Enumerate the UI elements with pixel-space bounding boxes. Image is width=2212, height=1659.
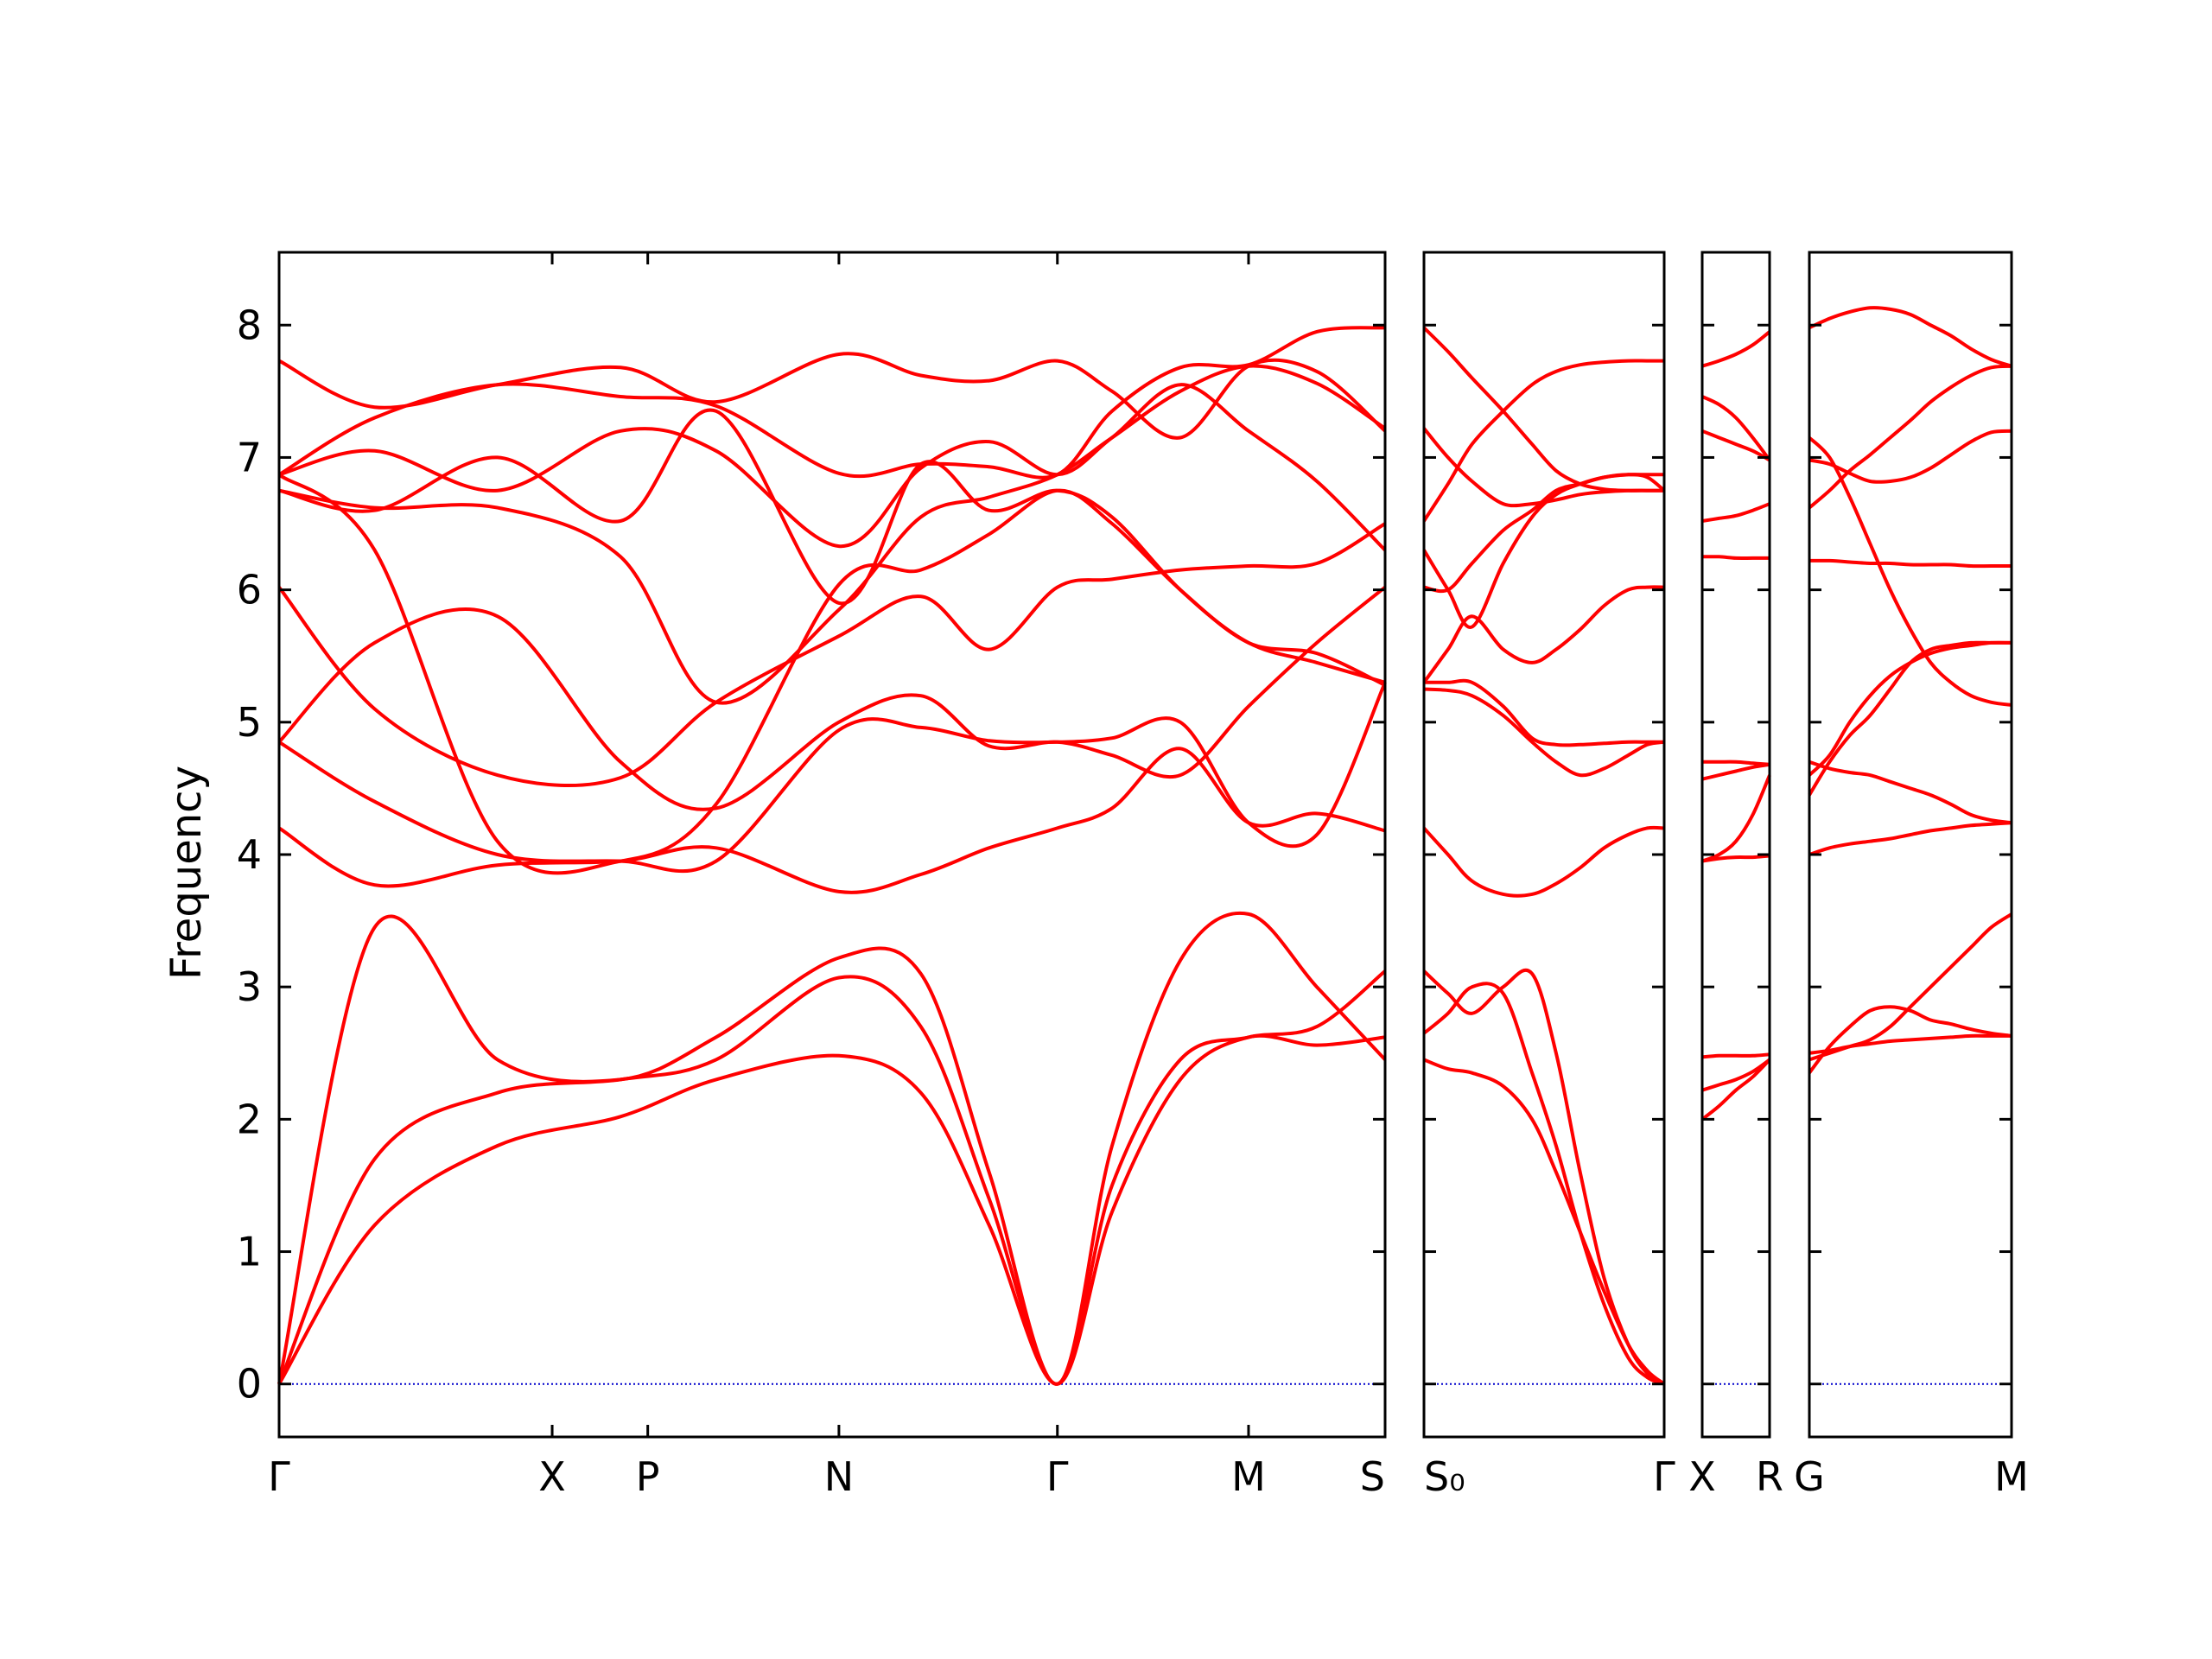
band-line-1 (277, 911, 1387, 1386)
band-line-11 (1701, 395, 1771, 461)
band-line-10 (1808, 429, 2012, 484)
y-tick-label: 8 (237, 302, 262, 348)
band-line-10 (1422, 359, 1664, 523)
x-tick-label: M (1994, 1453, 2029, 1500)
band-line-2 (1701, 1058, 1771, 1092)
band-line-4 (1808, 821, 2012, 856)
band-line-4 (277, 747, 1386, 894)
y-tick-label: 5 (237, 699, 262, 746)
band-line-4 (1701, 854, 1770, 863)
panel-frame (277, 251, 1387, 1439)
band-line-5 (1423, 687, 1665, 778)
band-line-8 (1701, 555, 1770, 560)
x-tick-label: S (1360, 1453, 1385, 1500)
band-line-6 (1701, 762, 1770, 781)
band-line-6 (1424, 678, 1664, 747)
y-tick-label: 2 (237, 1096, 262, 1142)
x-tick-label: X (538, 1453, 566, 1500)
x-tick-label: G (1794, 1453, 1825, 1500)
x-tick-label: X (1688, 1453, 1716, 1500)
panel-2: S₀ Γ (1422, 251, 1675, 1500)
band-line-1 (1700, 1058, 1771, 1121)
y-axis: 0 1 2 3 4 5 6 7 8 (237, 302, 262, 1407)
band-line-12 (1808, 306, 2012, 368)
x-tick-label: R (1756, 1453, 1783, 1500)
band-line-7 (277, 522, 1387, 788)
band-line-9 (1701, 502, 1770, 523)
band-line-11 (1808, 364, 2012, 510)
band-line-1 (1808, 1005, 2012, 1074)
band-line-12 (1422, 326, 1664, 493)
y-tick-label: 4 (237, 831, 262, 878)
band-line-2 (1422, 982, 1665, 1386)
band-line-3 (1808, 1033, 2012, 1055)
band-line-9 (1422, 473, 1666, 629)
band-line-3 (1701, 1052, 1770, 1059)
band-line-10 (278, 364, 1387, 705)
x-tick-label: P (636, 1453, 660, 1500)
band-line-13 (278, 352, 1387, 440)
band-line-6 (277, 586, 1387, 811)
y-tick-label: 7 (237, 434, 262, 480)
band-line-3 (1422, 968, 1666, 1386)
x-tick-label: Γ (1046, 1453, 1069, 1500)
band-line-12 (1701, 330, 1771, 368)
y-tick-label: 3 (237, 963, 262, 1010)
x-tick-label: Γ (268, 1453, 290, 1500)
band-line-7 (1808, 640, 2012, 797)
band-line-5 (277, 681, 1387, 874)
y-axis-label: Frequency (162, 766, 211, 980)
band-line-3 (277, 1033, 1386, 1386)
panel-frame (1808, 251, 2013, 1439)
band-line-2 (277, 969, 1387, 1386)
band-line-4 (1422, 825, 1665, 898)
x-tick-label: N (824, 1453, 854, 1500)
panel-frame (1700, 251, 1771, 1439)
panels-group: Γ X P N Γ M S S₀ Γ X R G M (268, 251, 2029, 1500)
x-tick-label: S₀ (1424, 1453, 1465, 1500)
y-tick-label: 6 (237, 567, 262, 613)
band-line-9 (1808, 436, 2012, 707)
band-line-5 (1808, 760, 2012, 825)
panel-frame (1422, 251, 1666, 1439)
x-tick-label: M (1231, 1453, 1266, 1500)
band-line-10 (1701, 429, 1770, 462)
band-line-11 (278, 383, 1387, 552)
band-line-8 (1808, 558, 2012, 569)
band-line-5 (1701, 774, 1771, 863)
band-line-7 (1702, 760, 1770, 766)
y-tick-label: 1 (237, 1229, 262, 1275)
y-tick-label: 0 (237, 1361, 262, 1408)
x-tick-label: Γ (1653, 1453, 1675, 1500)
